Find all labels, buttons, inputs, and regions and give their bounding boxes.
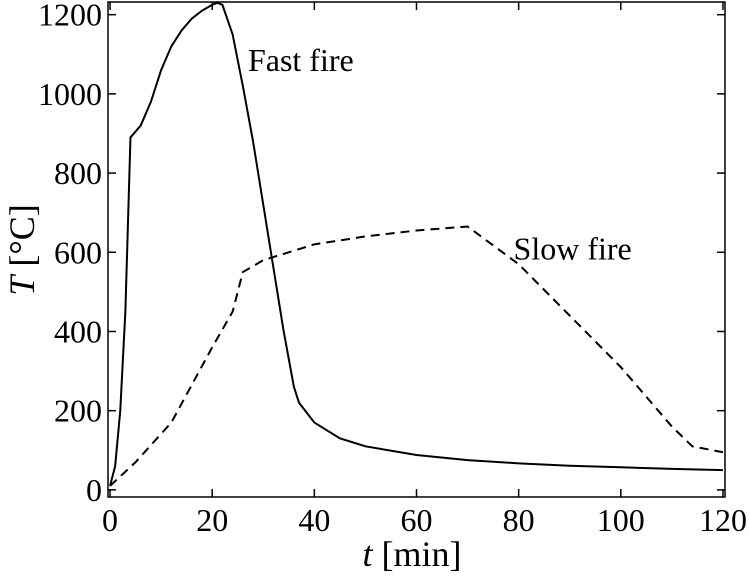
x-tick-label: 40 [298, 502, 330, 538]
x-tick-label: 0 [102, 502, 118, 538]
y-tick-label: 600 [54, 234, 102, 270]
plot-frame [107, 1, 726, 498]
x-tick-label: 20 [196, 502, 228, 538]
y-tick-label: 200 [54, 393, 102, 429]
y-tick-label: 1200 [38, 0, 102, 33]
y-tick-label: 0 [86, 472, 102, 508]
x-label-unit: [min] [382, 534, 462, 574]
x-tick-label: 60 [401, 502, 433, 538]
x-tick-label: 120 [699, 502, 747, 538]
y-axis-label: T [°C] [2, 204, 42, 295]
series-label: Slow fire [514, 230, 632, 266]
y-tick-label: 800 [54, 155, 102, 191]
y-tick-label: 1000 [38, 76, 102, 112]
x-tick-label: 80 [503, 502, 535, 538]
y-label-unit: [°C] [2, 204, 42, 266]
y-label-symbol: T [2, 273, 42, 296]
x-label-symbol: t [363, 534, 374, 574]
x-axis-label: t [min] [363, 534, 462, 574]
x-tick-label: 100 [597, 502, 645, 538]
y-tick-label: 400 [54, 313, 102, 349]
series-line [109, 1, 723, 487]
series-label: Fast fire [248, 42, 354, 78]
series-line [109, 225, 724, 487]
